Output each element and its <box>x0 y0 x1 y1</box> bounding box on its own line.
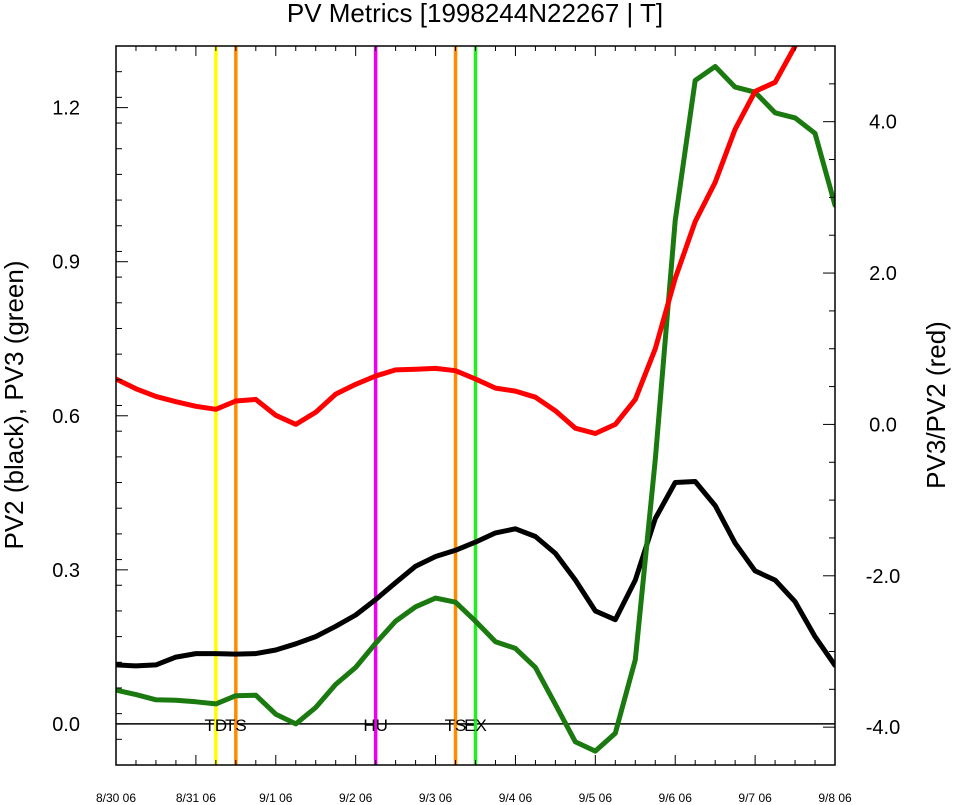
y-left-tick-label: 1.2 <box>52 98 80 120</box>
event-label-td-0: TD <box>205 716 228 735</box>
x-tick-label: 9/3 06 <box>419 791 453 805</box>
x-tick-label: 9/5 06 <box>579 791 613 805</box>
series-line-pv2 <box>116 479 835 669</box>
y-right-tick-label: 0.0 <box>869 414 897 436</box>
y-axis-right-label: PV3/PV2 (red) <box>921 321 951 489</box>
y-left-tick-label: 0.3 <box>52 560 80 582</box>
x-tick-label: 9/2 06 <box>339 791 373 805</box>
event-label-ts-3: TS <box>445 716 467 735</box>
x-tick-label: 9/7 06 <box>738 791 772 805</box>
y-right-tick-label: -2.0 <box>866 566 900 588</box>
x-tick-label: 8/31 06 <box>176 791 216 805</box>
series-line-ratio <box>116 46 798 436</box>
y-right-tick-label: 2.0 <box>869 263 897 285</box>
x-tick-label: 9/8 06 <box>818 791 852 805</box>
x-tick-label: 9/4 06 <box>499 791 533 805</box>
y-right-tick-label: -4.0 <box>866 717 900 739</box>
event-label-ts-1: TS <box>225 716 247 735</box>
series-line-pv3 <box>116 64 835 754</box>
event-label-ex-4: EX <box>464 716 487 735</box>
x-tick-label: 9/6 06 <box>659 791 693 805</box>
y-axis-left-label: PV2 (black), PV3 (green) <box>0 260 29 549</box>
y-left-tick-label: 0.0 <box>52 714 80 736</box>
event-label-hu-2: HU <box>363 716 388 735</box>
x-tick-label: 8/30 06 <box>96 791 136 805</box>
x-tick-label: 9/1 06 <box>259 791 293 805</box>
y-left-tick-label: 0.6 <box>52 406 80 428</box>
y-left-tick-label: 0.9 <box>52 252 80 274</box>
y-right-tick-label: 4.0 <box>869 112 897 134</box>
chart-title: PV Metrics [1998244N22267 | T] <box>287 0 663 28</box>
